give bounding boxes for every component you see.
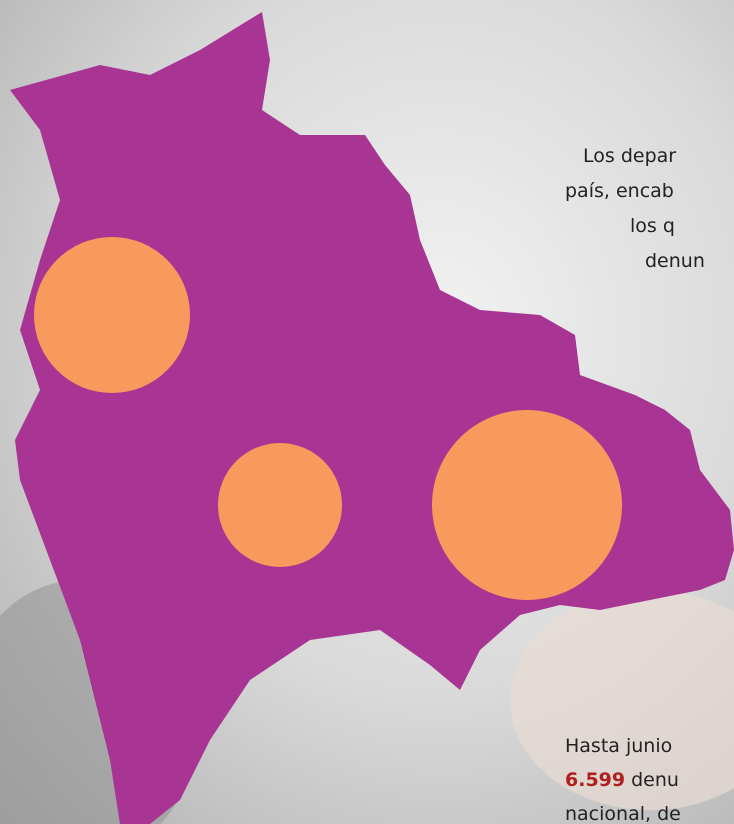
summary-text: denu: [631, 769, 679, 791]
summary-line: Hasta junio: [565, 735, 672, 757]
department-bubble: [218, 443, 342, 567]
intro-line: Los depar: [583, 145, 676, 167]
summary-line: nacional, de: [565, 803, 681, 824]
bolivia-map: [10, 12, 734, 824]
highlight-number: 6.599: [565, 769, 625, 791]
summary-line: 6.599 denu: [565, 769, 679, 791]
intro-line: país, encab: [565, 180, 674, 202]
intro-line: denun: [645, 250, 705, 272]
background-photo-detail: [510, 590, 734, 810]
department-bubble: [432, 410, 622, 600]
intro-line: los q: [630, 215, 675, 237]
department-bubble: [34, 237, 190, 393]
